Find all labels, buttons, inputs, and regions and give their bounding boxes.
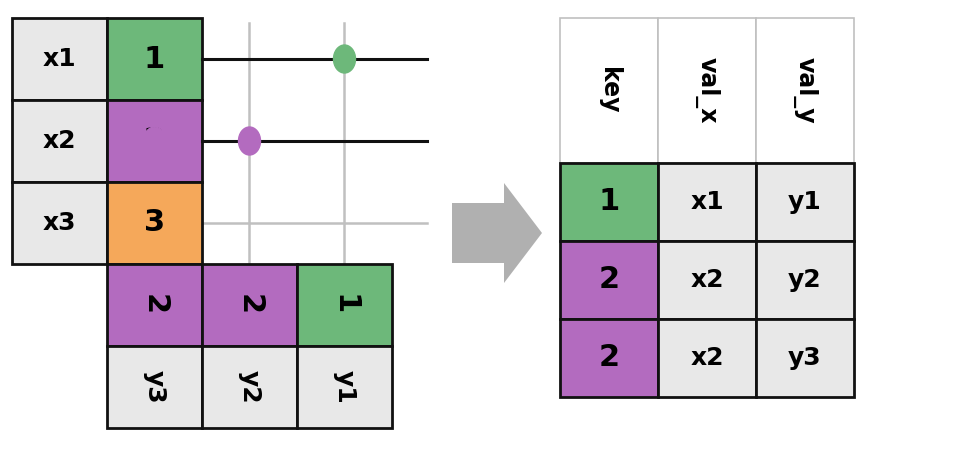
Text: x1: x1	[689, 190, 723, 214]
Text: 2: 2	[235, 294, 264, 316]
FancyBboxPatch shape	[559, 18, 657, 163]
FancyBboxPatch shape	[12, 182, 107, 264]
FancyBboxPatch shape	[559, 319, 657, 397]
Ellipse shape	[144, 127, 165, 155]
FancyBboxPatch shape	[559, 241, 657, 319]
FancyBboxPatch shape	[201, 346, 296, 428]
Text: x2: x2	[689, 346, 723, 370]
FancyBboxPatch shape	[755, 241, 853, 319]
Ellipse shape	[239, 127, 260, 155]
Text: 1: 1	[330, 294, 359, 316]
Text: x1: x1	[43, 47, 76, 71]
Text: 1: 1	[144, 44, 165, 73]
FancyBboxPatch shape	[107, 264, 201, 346]
FancyBboxPatch shape	[755, 163, 853, 241]
FancyBboxPatch shape	[107, 100, 201, 182]
Text: x2: x2	[689, 268, 723, 292]
Text: y3: y3	[787, 346, 821, 370]
Text: y2: y2	[238, 370, 261, 404]
Text: 2: 2	[598, 266, 619, 294]
FancyBboxPatch shape	[107, 346, 201, 428]
FancyBboxPatch shape	[657, 18, 755, 163]
Polygon shape	[452, 183, 542, 283]
Text: 2: 2	[140, 294, 169, 316]
FancyBboxPatch shape	[107, 182, 201, 264]
Text: y1: y1	[787, 190, 822, 214]
Text: y2: y2	[787, 268, 821, 292]
FancyBboxPatch shape	[296, 346, 391, 428]
FancyBboxPatch shape	[755, 18, 853, 163]
FancyBboxPatch shape	[657, 163, 755, 241]
FancyBboxPatch shape	[107, 18, 201, 100]
Ellipse shape	[333, 45, 355, 73]
FancyBboxPatch shape	[657, 241, 755, 319]
FancyBboxPatch shape	[657, 319, 755, 397]
Text: 2: 2	[144, 126, 165, 156]
Text: 2: 2	[598, 344, 619, 372]
Text: key: key	[597, 67, 620, 114]
Text: val_x: val_x	[693, 57, 719, 124]
FancyBboxPatch shape	[12, 100, 107, 182]
Text: x2: x2	[43, 129, 76, 153]
Text: val_y: val_y	[791, 57, 817, 124]
FancyBboxPatch shape	[559, 163, 657, 241]
FancyBboxPatch shape	[12, 18, 107, 100]
FancyBboxPatch shape	[755, 319, 853, 397]
FancyBboxPatch shape	[201, 264, 296, 346]
Text: 1: 1	[598, 187, 619, 217]
Text: 3: 3	[144, 208, 165, 238]
Text: y1: y1	[333, 370, 356, 404]
Text: y3: y3	[143, 370, 166, 404]
Text: x3: x3	[43, 211, 76, 235]
FancyBboxPatch shape	[296, 264, 391, 346]
